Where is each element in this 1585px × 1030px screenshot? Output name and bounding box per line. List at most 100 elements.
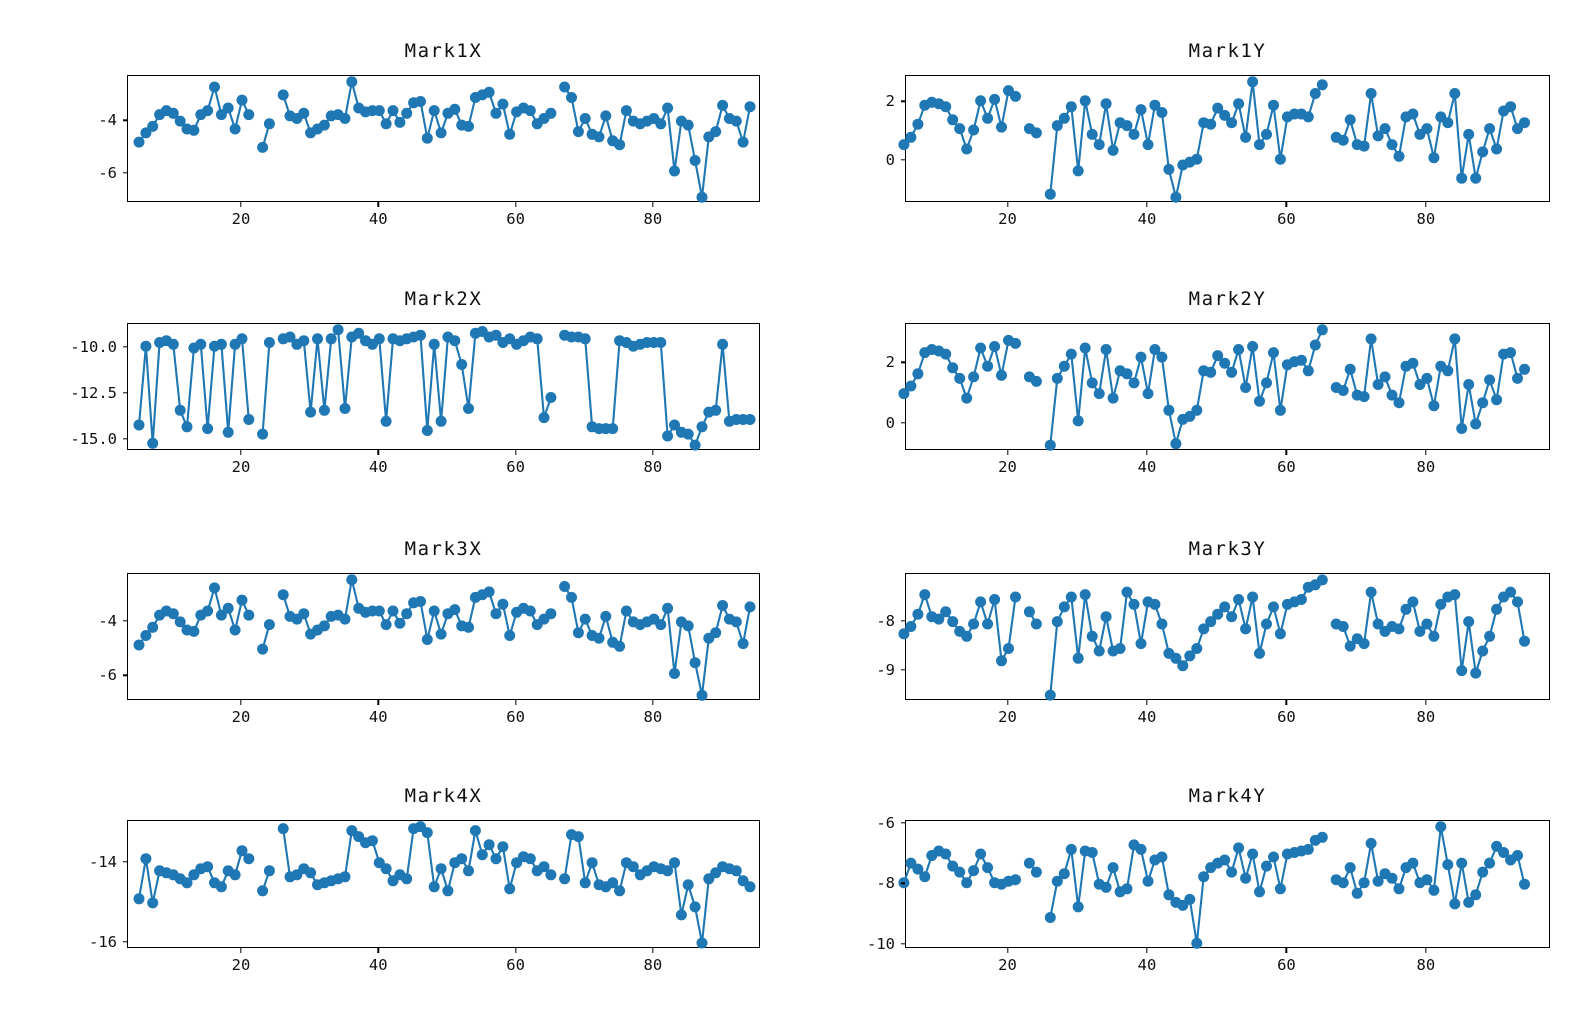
data-point (696, 421, 708, 433)
data-point (497, 841, 509, 853)
x-tick-mark (1006, 948, 1009, 953)
data-point (263, 865, 275, 877)
data-point (1051, 875, 1063, 887)
series-line (137, 825, 752, 945)
data-series-mark1y (898, 76, 1530, 203)
x-tick-mark (1285, 700, 1288, 705)
data-point (1386, 872, 1398, 884)
data-point (1316, 574, 1328, 586)
data-point (1442, 365, 1454, 377)
y-tick-mark (900, 668, 905, 671)
data-series-mark4x (133, 821, 756, 949)
data-point (497, 598, 509, 610)
plot-area (898, 820, 1550, 949)
data-point (215, 338, 227, 350)
data-point (133, 893, 145, 905)
data-point (202, 105, 214, 117)
data-point (312, 333, 323, 345)
data-point (263, 337, 275, 348)
data-point (490, 329, 502, 341)
data-point (1449, 333, 1461, 345)
x-tick-mark (240, 948, 242, 953)
plot-area (898, 323, 1550, 451)
data-point (174, 404, 186, 416)
data-point (174, 115, 186, 127)
data-point (1421, 372, 1433, 384)
data-point (1114, 643, 1126, 654)
x-tick-label: 20 (231, 708, 251, 726)
x-tick-label: 60 (1277, 708, 1296, 726)
x-tick-label: 80 (1416, 956, 1436, 974)
data-point (263, 619, 275, 631)
data-point (1240, 872, 1252, 884)
data-point (1428, 400, 1440, 412)
x-tick-mark (377, 450, 379, 455)
x-tick-label: 60 (1277, 458, 1296, 476)
data-point (1274, 404, 1286, 416)
data-point (545, 107, 557, 119)
data-point (524, 105, 536, 117)
data-point (1519, 117, 1530, 129)
x-tick-label: 40 (1137, 210, 1157, 228)
y-tick-label: 0 (885, 413, 895, 432)
data-point (717, 338, 729, 350)
data-point (1261, 860, 1272, 872)
y-tick-label: -12.5 (70, 383, 117, 402)
data-point (1463, 616, 1475, 628)
data-point (1351, 887, 1363, 899)
y-tick-mark (900, 422, 905, 424)
data-point (961, 392, 973, 404)
data-point (167, 107, 179, 119)
data-point (912, 368, 924, 380)
data-point (1170, 652, 1182, 664)
data-point (504, 630, 516, 641)
data-point (744, 414, 756, 425)
data-point (919, 589, 931, 601)
data-point (975, 848, 987, 860)
data-point (504, 128, 516, 140)
data-point (1079, 589, 1091, 601)
y-tick-label: -15.0 (70, 429, 117, 448)
data-point (975, 596, 987, 608)
y-tick-label: -14 (89, 852, 117, 871)
x-tick-mark (652, 450, 654, 455)
data-point (689, 657, 701, 669)
y-tick-mark (122, 941, 127, 943)
data-point (1393, 397, 1405, 409)
x-tick-mark (1006, 700, 1009, 705)
y-tick-label: -10.0 (70, 338, 117, 356)
data-point (1205, 118, 1217, 130)
data-point (989, 93, 1001, 105)
data-point (1428, 884, 1440, 896)
chart-title-mark3y: Mark3Y (1188, 538, 1267, 560)
data-point (1086, 377, 1098, 389)
data-point (456, 359, 468, 370)
data-point (912, 118, 924, 130)
data-point (675, 909, 687, 921)
data-point (1254, 886, 1265, 898)
data-point (298, 107, 310, 119)
data-point (559, 873, 571, 885)
x-tick-label: 20 (998, 458, 1017, 476)
data-point (1268, 347, 1279, 359)
data-point (919, 871, 931, 883)
data-point (181, 421, 193, 433)
data-point (318, 404, 330, 416)
data-point (989, 341, 1001, 352)
data-point (401, 873, 413, 885)
x-tick-label: 80 (643, 210, 663, 228)
data-point (954, 372, 966, 384)
data-point (298, 335, 310, 347)
data-point (1316, 324, 1328, 336)
data-point (737, 136, 749, 148)
data-point (1219, 854, 1231, 866)
x-tick-mark (652, 700, 654, 705)
data-point (1135, 351, 1147, 363)
data-point (1240, 623, 1252, 635)
data-point (627, 861, 639, 873)
data-point (147, 897, 159, 909)
data-point (1365, 837, 1377, 849)
data-point (1449, 88, 1461, 99)
data-point (229, 869, 241, 881)
data-point (1247, 848, 1259, 860)
